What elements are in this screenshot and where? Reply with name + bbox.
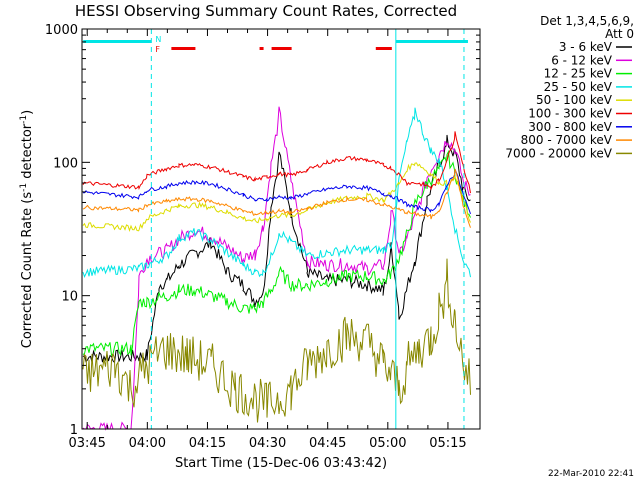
night-bar-2 [395,40,468,43]
legend-label-2: 6 - 12 keV [551,53,613,67]
night-bar-1 [83,40,152,43]
flare-bar-3 [271,47,292,50]
flare-bar-4 [375,47,392,50]
footer-timestamp: 22-Mar-2010 22:41 [548,469,634,479]
legend-header-line2: Att 0 [605,27,634,41]
y-axis-label-sup2: -1 [19,115,29,124]
y-axis-label-main: Corrected Count Rate (s [20,192,35,349]
legend-label-8: 800 - 7000 keV [521,133,613,147]
x-tick-label-1: 03:45 [68,436,105,451]
y-tick-label-1: 1 [70,423,78,438]
legend-header-line1: Det 1,3,4,5,6,9, [540,14,634,28]
x-axis-ticks: 03:45 04:00 04:15 04:30 04:45 05:00 05:15 [68,29,467,451]
series-line-2 [82,106,471,431]
series-line-6 [82,131,471,194]
y-axis-label-mid: detector [20,123,35,183]
series-line-9 [82,258,471,423]
y-tick-label-3: 100 [53,156,78,171]
x-axis-label: Start Time (15-Dec-06 03:43:42) [175,456,387,471]
legend-label-3: 12 - 25 keV [544,67,613,81]
series-line-4 [82,107,471,279]
legend-label-9: 7000 - 20000 keV [505,146,612,160]
plot-series-group [82,106,471,431]
legend-label-1: 3 - 6 keV [559,40,613,54]
y-tick-label-4: 1000 [45,23,78,38]
plot-overlay-group: NF [83,29,468,429]
legend-label-5: 50 - 100 keV [536,93,613,107]
y-axis-label-sup1: -1 [19,183,29,192]
y-tick-label-2: 10 [61,290,78,305]
flare-bar-1 [171,47,196,50]
night-flag-label: N [155,35,161,44]
series-line-1 [82,134,471,364]
series-line-5 [82,162,471,232]
legend-label-4: 25 - 50 keV [544,80,613,94]
legend-label-6: 100 - 300 keV [528,107,612,121]
x-tick-label-2: 04:00 [129,436,166,451]
x-tick-label-6: 05:00 [369,436,406,451]
x-tick-label-4: 04:30 [249,436,286,451]
chart-title: HESSI Observing Summary Count Rates, Cor… [75,2,457,20]
flare-flag-label: F [155,45,160,54]
y-axis-label: Corrected Count Rate (s-1 detector-1) [19,110,35,348]
series-line-7 [83,168,471,215]
series-line-8 [82,168,471,228]
x-tick-label-5: 04:45 [309,436,346,451]
flare-bar-2 [259,47,264,50]
x-tick-label-7: 05:15 [429,436,466,451]
plot-frame [81,28,481,430]
y-axis-label-end: ) [20,110,35,115]
series-line-3 [82,149,471,357]
x-tick-label-3: 04:15 [189,436,226,451]
y-axis-ticks: 1 10 100 1000 [45,23,480,438]
legend-label-7: 300 - 800 keV [528,120,612,134]
